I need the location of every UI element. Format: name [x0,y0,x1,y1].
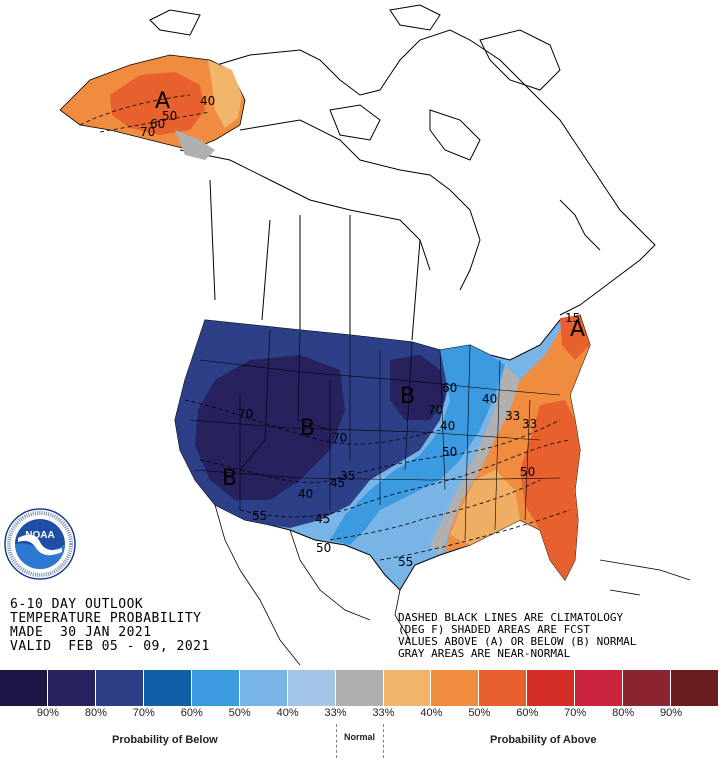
contour-35: 35 [340,469,355,483]
probability-above-label: Probability of Above [490,734,597,746]
contour-60: 60 [442,381,457,395]
scale-label: 60% [516,707,539,719]
normal-label: Normal [344,732,376,742]
legend-note-line3: VALUES ABOVE (A) OR BELOW (B) NORMAL [398,635,637,648]
scale-label: 50% [468,707,491,719]
B-central-label: B [300,416,315,441]
outlook-map: A A B B B 40 50 60 70 70 70 70 60 50 50 … [59,4,691,666]
scale-swatch [671,670,719,706]
contour-40c: 40 [440,419,455,433]
contour-40a: 40 [482,392,497,406]
scale-label: 90% [660,707,683,719]
scale-swatch [383,670,432,706]
contour-45a: 45 [315,512,330,526]
scale-label: 80% [84,707,107,719]
contour-50a: 50 [442,445,457,459]
east-A-label: A [570,317,585,342]
scale-swatch [143,670,192,706]
scale-label: 40% [276,707,299,719]
scale-label: 40% [420,707,443,719]
contour-70b: 70 [332,431,347,445]
valid-dates: VALID FEB 05 - 09, 2021 [10,639,210,654]
alaska-A-label: A [155,89,170,114]
contour-alaska-60: 60 [150,117,165,131]
made-date: MADE 30 JAN 2021 [10,625,152,640]
contour-33b: 33 [522,417,537,431]
scale-swatch [575,670,624,706]
conus-region [174,314,591,591]
scale-swatch [47,670,96,706]
contour-70c: 70 [428,403,443,417]
B-west-label: B [222,466,237,491]
legend-note: DASHED BLACK LINES ARE CLIMATOLOGY (DEG … [398,612,636,660]
outlook-subtitle: TEMPERATURE PROBABILITY [10,611,202,626]
canada-outline [149,4,656,341]
contour-40b: 40 [298,487,313,501]
probability-below-label: Probability of Below [112,734,218,746]
scale-swatch [191,670,240,706]
contour-15: 15 [565,311,580,325]
scale-swatch [623,670,672,706]
scale-swatch [527,670,576,706]
contour-50c: 50 [316,541,331,555]
contour-labels: 40 50 60 70 70 70 70 60 50 50 40 40 33 3… [140,94,580,569]
scale-swatch [335,670,384,706]
climatology-lines [79,94,571,561]
scale-swatch [95,670,144,706]
scale-label: 80% [612,707,635,719]
contour-70a: 70 [238,407,253,421]
scale-swatch [479,670,528,706]
contour-33a: 33 [505,409,520,423]
scale-swatch [239,670,288,706]
contour-45b: 45 [330,476,345,490]
contour-alaska-40: 40 [200,94,215,108]
noaa-logo-text: NOAA [25,530,54,541]
contour-50b: 50 [520,465,535,479]
alaska-region [59,54,246,160]
region-letters: A A B B B [155,89,585,491]
scale-label: 50% [228,707,251,719]
legend-note-line4: GRAY AREAS ARE NEAR-NORMAL [398,647,571,660]
noaa-logo: NOAA [4,508,76,580]
scale-label: 70% [132,707,155,719]
scale-label: 90% [36,707,59,719]
scale-label: 60% [180,707,203,719]
scale-swatch [0,670,48,706]
normal-box [336,724,384,758]
scale-label: 33% [324,707,347,719]
mexico-outline [214,504,691,666]
contour-55b: 55 [398,555,413,569]
outlook-title: 6-10 DAY OUTLOOK [10,597,144,612]
scale-swatch [431,670,480,706]
scale-swatch [287,670,336,706]
probability-color-scale [0,670,719,706]
contour-alaska-70: 70 [140,125,155,139]
state-lines [189,329,561,541]
scale-label: 33% [372,707,395,719]
contour-alaska-50: 50 [162,109,177,123]
legend-note-line1: DASHED BLACK LINES ARE CLIMATOLOGY [398,611,624,624]
contour-55a: 55 [252,509,267,523]
B-north-label: B [400,384,415,409]
legend-note-line2: (DEG F) SHADED AREAS ARE FCST [398,623,591,636]
outlook-title-block: 6-10 DAY OUTLOOK TEMPERATURE PROBABILITY… [10,598,210,654]
scale-label: 70% [564,707,587,719]
